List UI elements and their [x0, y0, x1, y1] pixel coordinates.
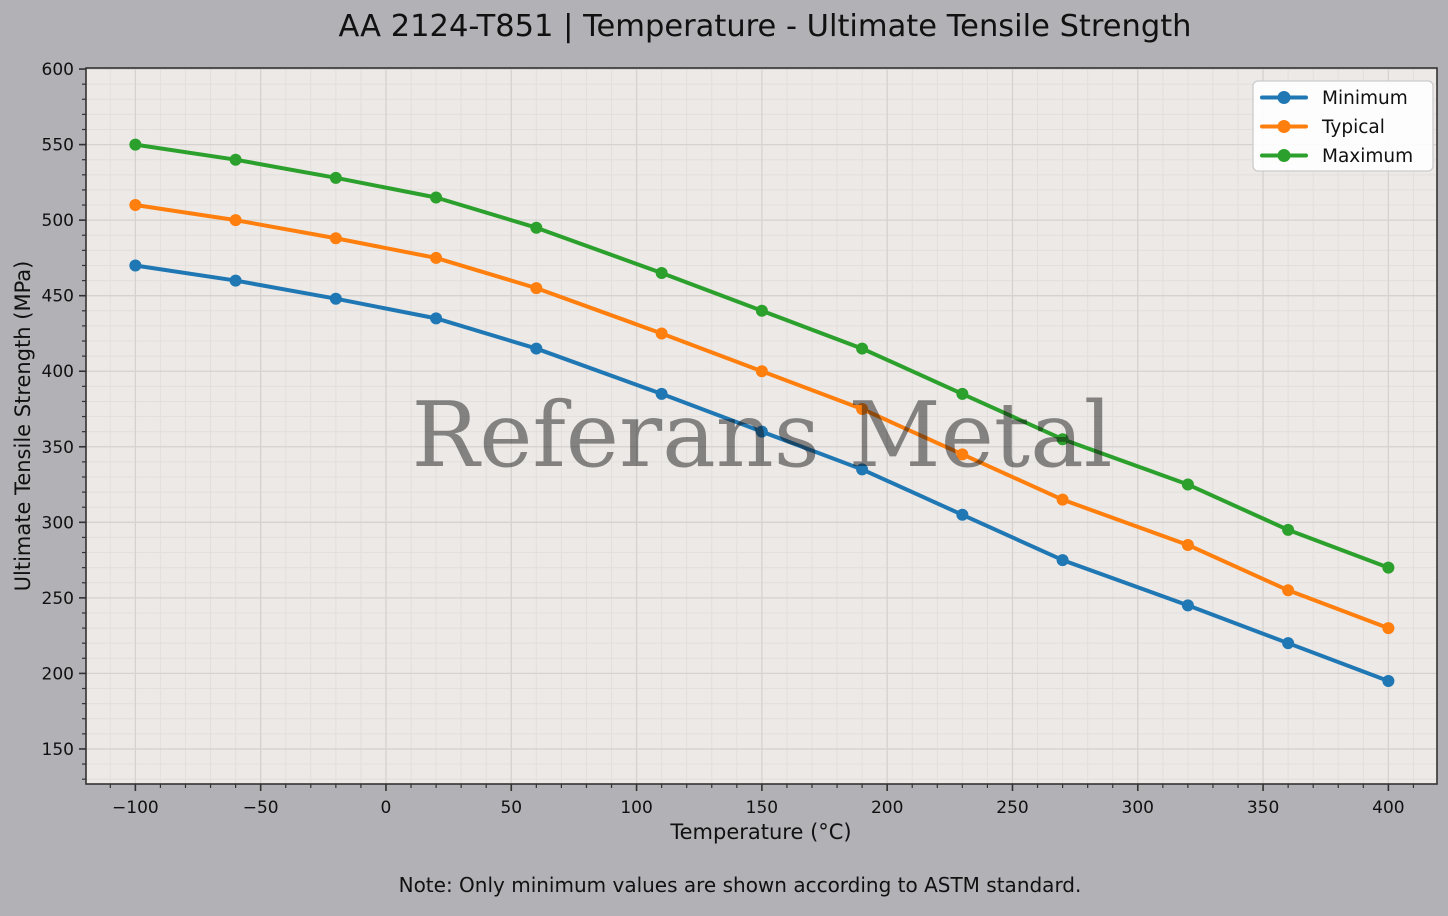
- data-point: [329, 292, 342, 305]
- data-point: [1282, 523, 1295, 536]
- data-point: [129, 199, 142, 212]
- y-tick-label: 550: [42, 136, 74, 156]
- y-tick-label: 450: [42, 287, 74, 307]
- x-tick-label: 300: [1122, 798, 1154, 818]
- data-point: [1181, 538, 1194, 551]
- watermark-text: Referans Metal: [411, 383, 1112, 488]
- series-layer: [129, 138, 1395, 687]
- y-tick-label: 400: [42, 362, 74, 382]
- y-tick-label: 600: [42, 60, 74, 80]
- data-point: [430, 191, 443, 204]
- data-point: [1056, 433, 1069, 446]
- data-point: [956, 448, 969, 461]
- x-tick-label: 50: [500, 798, 522, 818]
- y-tick-label: 150: [42, 740, 74, 760]
- legend-item: Minimum: [1260, 88, 1408, 109]
- legend-box: [1252, 80, 1434, 172]
- data-point: [956, 387, 969, 400]
- data-point: [329, 232, 342, 245]
- x-tick-label: 100: [620, 798, 652, 818]
- data-point: [229, 153, 242, 166]
- data-point: [755, 425, 768, 438]
- data-point: [956, 508, 969, 521]
- data-point: [129, 138, 142, 151]
- chart-title: AA 2124-T851 | Temperature - Ultimate Te…: [338, 9, 1191, 44]
- data-point: [856, 403, 869, 416]
- data-point: [1382, 561, 1395, 574]
- x-tick-label: −50: [243, 798, 279, 818]
- data-point: [655, 387, 668, 400]
- series-typical: [129, 199, 1395, 635]
- y-tick-label: 200: [42, 664, 74, 684]
- legend-swatch-marker: [1277, 149, 1291, 162]
- data-point: [329, 171, 342, 184]
- data-point: [530, 342, 543, 355]
- data-point: [430, 251, 443, 264]
- data-point: [655, 267, 668, 280]
- x-tick-label: 400: [1372, 798, 1404, 818]
- y-tick-label: 500: [42, 211, 74, 231]
- y-tick-label: 350: [42, 438, 74, 458]
- legend-swatch-marker: [1277, 120, 1291, 133]
- legend-swatch-marker: [1277, 91, 1291, 104]
- legend-item: Typical: [1260, 117, 1385, 138]
- note-text: Note: Only minimum values are shown acco…: [399, 873, 1082, 897]
- y-tick-label: 250: [42, 589, 74, 609]
- y-axis-label: Ultimate Tensile Strength (MPa): [11, 261, 35, 592]
- data-point: [1056, 554, 1069, 567]
- x-tick-label: 200: [871, 798, 903, 818]
- series-maximum: [129, 138, 1395, 574]
- data-point: [755, 304, 768, 317]
- data-point: [430, 312, 443, 325]
- data-point: [1056, 493, 1069, 506]
- data-point: [530, 282, 543, 295]
- x-tick-label: 350: [1247, 798, 1279, 818]
- data-point: [755, 365, 768, 378]
- legend-label: Minimum: [1322, 88, 1408, 109]
- data-point: [856, 463, 869, 476]
- x-axis-label: Temperature (°C): [669, 820, 851, 844]
- legend-label: Typical: [1321, 117, 1385, 138]
- data-point: [655, 327, 668, 340]
- data-point: [129, 259, 142, 272]
- data-point: [1181, 599, 1194, 612]
- legend-label: Maximum: [1322, 146, 1413, 167]
- x-tick-label: 150: [746, 798, 778, 818]
- x-tick-label: 0: [381, 798, 392, 818]
- data-point: [229, 274, 242, 287]
- y-tick-label: 300: [42, 513, 74, 533]
- data-point: [1382, 674, 1395, 687]
- series-minimum: [129, 259, 1395, 687]
- data-point: [1181, 478, 1194, 491]
- x-tick-label: −100: [112, 798, 159, 818]
- data-point: [856, 342, 869, 355]
- legend-item: Maximum: [1260, 146, 1413, 167]
- data-point: [1282, 637, 1295, 650]
- axes-frame: −100 −50 0 50 100 150 200 250 300 350 400 150 200 250…: [42, 60, 1438, 818]
- data-point: [229, 214, 242, 227]
- data-point: [530, 221, 543, 234]
- data-point: [1282, 584, 1295, 597]
- x-tick-label: 250: [996, 798, 1028, 818]
- data-point: [1382, 622, 1395, 635]
- legend: Minimum Typical Maximum: [1252, 80, 1434, 172]
